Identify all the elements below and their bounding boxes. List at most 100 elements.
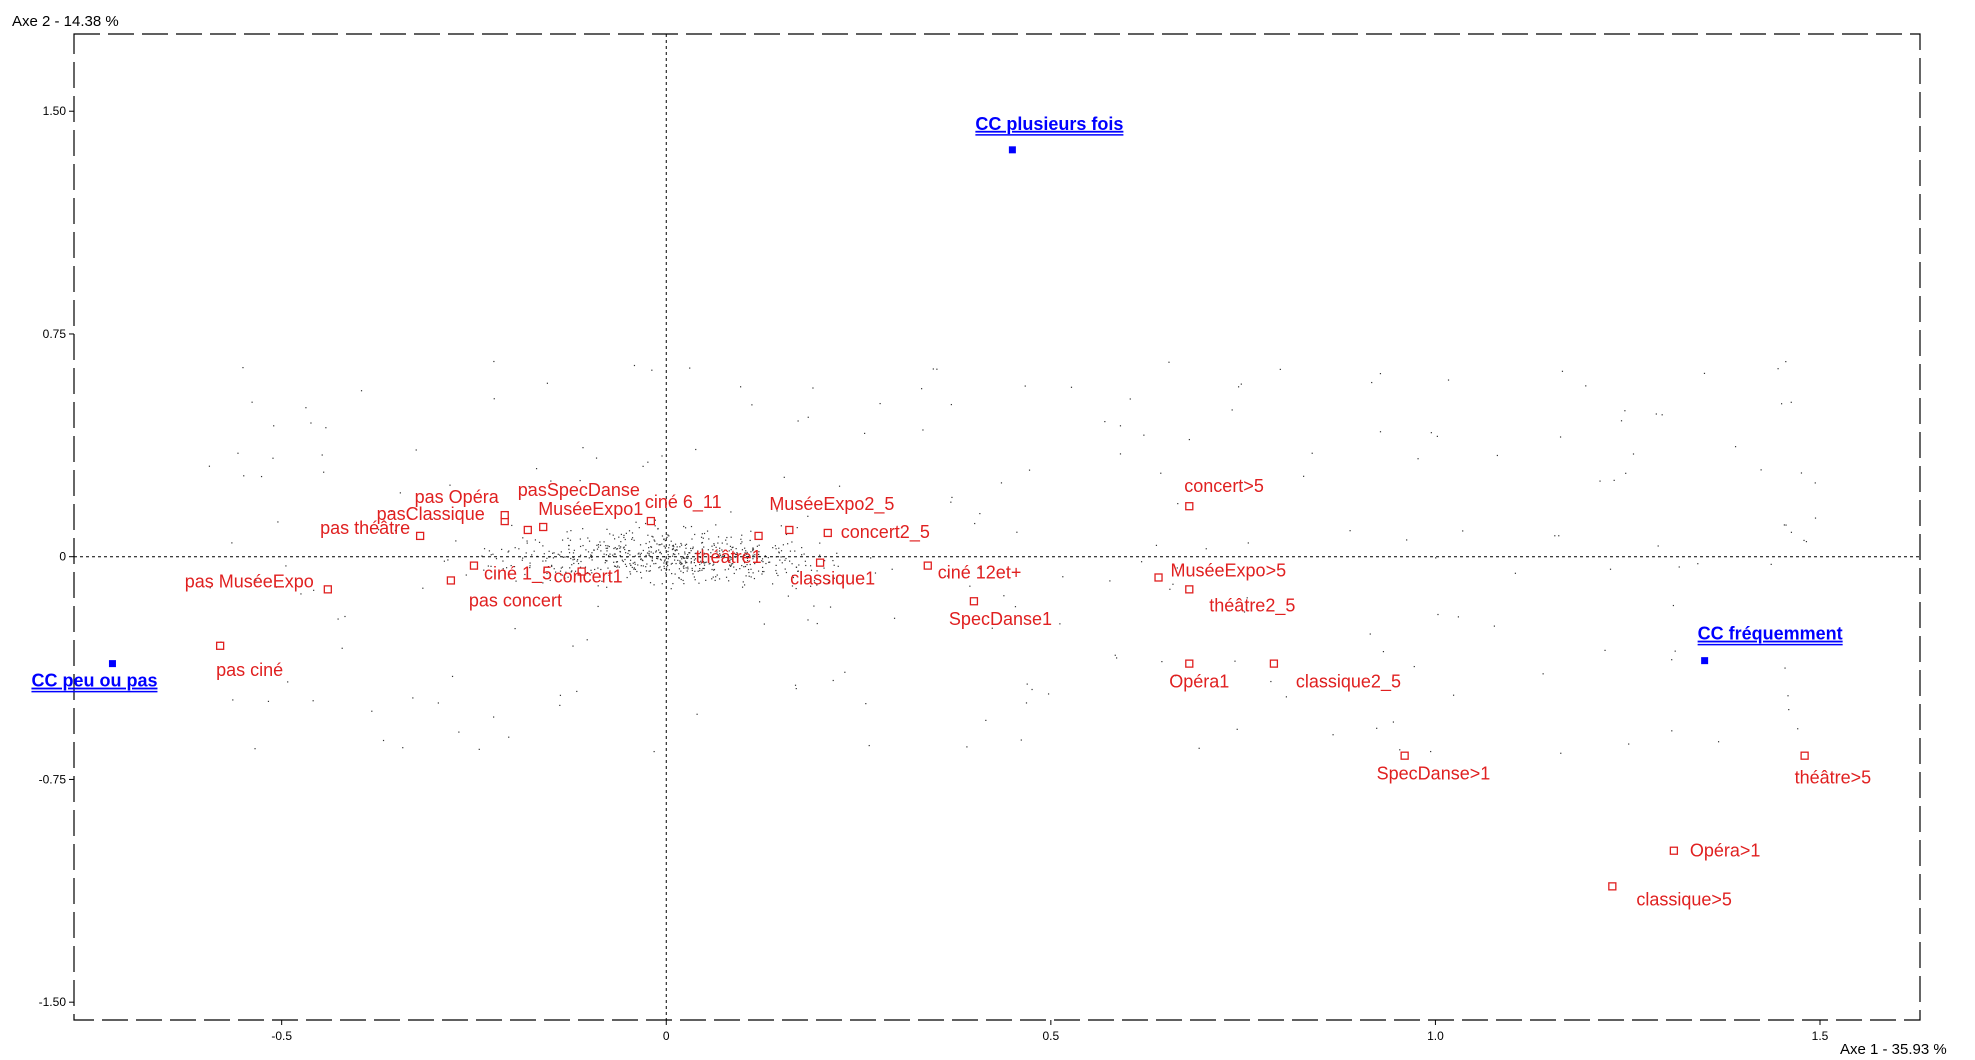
individual-point — [769, 561, 771, 563]
individual-point — [746, 551, 748, 554]
individual-point — [690, 550, 692, 552]
individual-point — [1140, 561, 1143, 563]
individual-point — [753, 577, 756, 580]
individual-point — [816, 622, 818, 625]
individual-point — [712, 564, 714, 566]
individual-point — [780, 550, 783, 552]
individual-point — [727, 568, 730, 570]
supplementary-category-label: CC peu ou pas — [31, 671, 157, 691]
individual-point — [658, 549, 660, 551]
individual-point — [449, 484, 451, 486]
individual-point — [703, 564, 706, 566]
individual-point — [1115, 657, 1118, 659]
individual-point — [1790, 401, 1792, 403]
individual-point — [750, 568, 752, 570]
individual-point — [762, 561, 764, 563]
individual-point — [690, 525, 693, 528]
individual-point — [864, 432, 866, 434]
active-category: SpecDanse>1 — [1377, 751, 1490, 784]
individual-point — [659, 551, 662, 553]
individual-point — [622, 560, 624, 563]
individual-point — [893, 617, 896, 619]
individual-point — [631, 532, 634, 534]
individual-point — [755, 556, 757, 558]
active-category-label: Opéra>1 — [1690, 841, 1761, 861]
individual-point — [816, 570, 818, 572]
individual-point — [694, 570, 696, 572]
individual-point — [713, 569, 715, 571]
individual-point — [663, 545, 665, 547]
individual-point — [1114, 654, 1116, 656]
individual-point — [624, 563, 627, 565]
individual-point — [985, 719, 987, 721]
active-category-marker — [1185, 502, 1194, 511]
individual-point — [546, 382, 549, 384]
individual-point — [648, 550, 650, 552]
individual-point — [752, 548, 754, 550]
individual-point — [1155, 544, 1158, 546]
individual-point — [728, 550, 730, 552]
individual-point — [603, 553, 605, 555]
individual-point — [652, 552, 654, 554]
individual-point — [659, 544, 661, 546]
individual-point — [654, 540, 656, 542]
individual-point — [651, 560, 653, 562]
individual-point — [707, 549, 709, 551]
individual-point — [664, 547, 666, 549]
active-category-marker — [969, 597, 979, 606]
individual-point — [683, 557, 685, 559]
individual-point — [623, 534, 625, 537]
individual-point — [819, 542, 821, 544]
individual-point — [865, 703, 867, 705]
individual-point — [748, 571, 750, 574]
individual-point — [701, 541, 704, 544]
individual-point — [732, 546, 734, 548]
individual-point — [549, 579, 551, 581]
individual-point — [614, 546, 616, 549]
individual-point — [832, 559, 834, 562]
individual-point — [969, 585, 971, 587]
individual-point — [680, 562, 683, 564]
individual-point — [809, 565, 812, 567]
individual-point — [604, 559, 607, 562]
individual-point — [777, 574, 779, 577]
individual-point — [616, 548, 619, 550]
active-category: SpecDanse1 — [949, 597, 1052, 629]
individual-point — [716, 551, 718, 553]
individual-point — [718, 555, 720, 557]
individual-point — [560, 567, 562, 569]
individual-point — [679, 562, 681, 564]
individual-point — [1168, 361, 1170, 363]
active-category-label: concert1 — [554, 567, 623, 587]
individual-point — [758, 553, 760, 556]
individual-point — [579, 554, 582, 556]
individual-point — [682, 571, 684, 574]
individual-point — [645, 570, 648, 572]
active-category: concert2_5 — [823, 522, 930, 543]
individual-point — [690, 557, 692, 560]
individual-point — [285, 565, 287, 567]
individual-point — [612, 555, 615, 558]
individual-point — [1369, 633, 1371, 635]
individual-point — [609, 553, 611, 555]
individual-point — [801, 554, 803, 556]
individual-point — [794, 684, 797, 686]
individual-point — [576, 560, 578, 562]
individual-point — [657, 527, 659, 530]
individual-point — [765, 562, 767, 565]
individual-point — [1717, 741, 1720, 743]
individual-point — [634, 563, 636, 565]
individual-point — [612, 554, 614, 556]
individual-point — [502, 568, 504, 570]
individual-point — [654, 519, 656, 521]
individual-point — [570, 557, 572, 560]
individual-point — [652, 536, 654, 538]
individual-point — [596, 548, 599, 550]
individual-point — [676, 546, 678, 548]
individual-point — [646, 563, 648, 565]
individual-point — [422, 494, 424, 496]
individual-point — [690, 547, 692, 550]
individual-point — [559, 570, 562, 572]
individual-point — [844, 671, 846, 673]
individual-point — [692, 547, 694, 550]
